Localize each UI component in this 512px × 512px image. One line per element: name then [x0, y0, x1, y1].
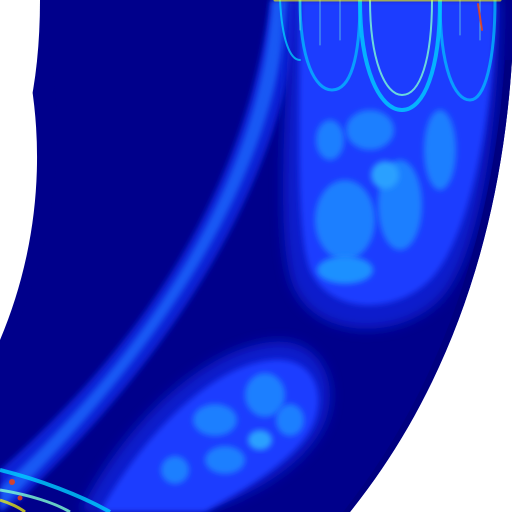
top-fringes — [273, 0, 502, 113]
inner-void — [0, 0, 40, 160]
upper-lobe — [283, 0, 500, 329]
lower-lobe — [80, 341, 330, 512]
corner-fringes — [0, 468, 111, 512]
outer-void — [350, 60, 512, 512]
inner-band-streaks — [0, 0, 288, 512]
